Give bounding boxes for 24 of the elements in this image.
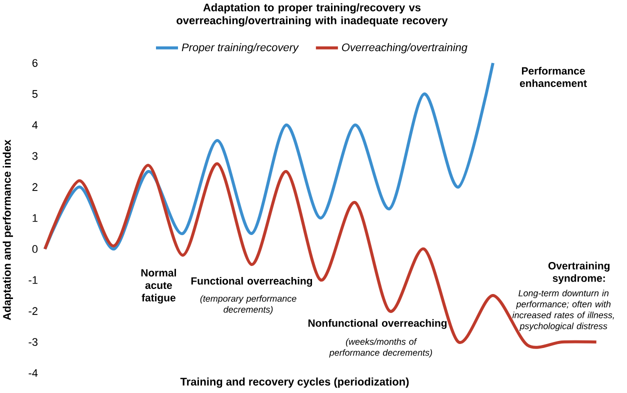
annotation: Overtraining syndrome: xyxy=(548,262,610,284)
annotation: (weeks/months of performance decrements) xyxy=(329,338,432,358)
y-tick-label: -4 xyxy=(28,369,38,377)
x-axis-title: Training and recovery cycles (periodization) xyxy=(180,378,409,388)
y-tick-label: 3 xyxy=(32,152,38,160)
y-axis-title: Adaptation and performance index xyxy=(2,140,13,320)
y-tick-label: 0 xyxy=(32,245,38,253)
y-tick-label: 1 xyxy=(32,214,38,222)
y-tick-label: 2 xyxy=(32,183,38,191)
annotation: Nonfunctional overreaching xyxy=(308,319,447,329)
y-tick-label: -2 xyxy=(28,307,38,315)
y-tick-label: -3 xyxy=(28,338,38,346)
chart-title: Adaptation to proper training/recovery vs overreaching/overtraining with inadequate recovery xyxy=(176,3,448,27)
y-tick-label: 5 xyxy=(32,90,38,98)
y-tick-label: -1 xyxy=(28,276,38,284)
annotation: (temporary performance decrements) xyxy=(200,295,296,314)
y-tick-label: 6 xyxy=(32,59,38,67)
annotation: Normal acute fatigue xyxy=(141,268,176,304)
legend-label: Overreaching/overtraining xyxy=(342,43,468,54)
annotation: Performance enhancement xyxy=(520,66,587,88)
y-tick-label: 4 xyxy=(32,121,38,129)
annotation: Functional overreaching xyxy=(191,276,312,287)
legend-label: Proper training/recovery xyxy=(182,43,299,54)
annotation: Long-term downturn in performance; often with increased rates of illness, psychological distress xyxy=(512,290,614,331)
